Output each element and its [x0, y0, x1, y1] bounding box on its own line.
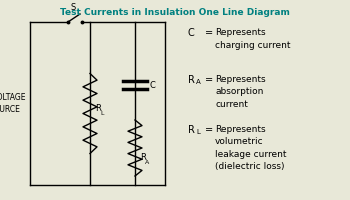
Text: Represents
volumetric
leakage current
(dielectric loss): Represents volumetric leakage current (d…: [215, 125, 287, 171]
Text: Represents
charging current: Represents charging current: [215, 28, 290, 49]
Text: R: R: [188, 75, 195, 85]
Text: A: A: [145, 160, 149, 166]
Text: Test Currents in Insulation One Line Diagram: Test Currents in Insulation One Line Dia…: [60, 8, 290, 17]
Text: C: C: [150, 80, 156, 90]
Text: L: L: [196, 129, 200, 135]
Text: R: R: [188, 125, 195, 135]
Text: R: R: [95, 104, 101, 113]
Text: =: =: [205, 28, 213, 38]
Text: R: R: [140, 154, 146, 162]
Text: Represents
absorption
current: Represents absorption current: [215, 75, 266, 109]
Text: =: =: [205, 75, 213, 85]
Text: L: L: [100, 111, 104, 116]
Text: A: A: [196, 79, 201, 85]
Text: =: =: [205, 125, 213, 135]
Text: DC VOLTAGE
  SOURCE: DC VOLTAGE SOURCE: [0, 93, 26, 114]
Text: S: S: [70, 3, 76, 12]
Text: C: C: [188, 28, 195, 38]
